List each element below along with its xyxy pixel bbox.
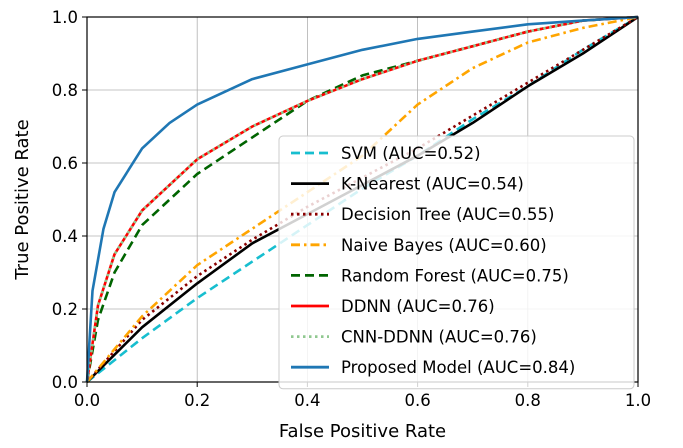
x-tick-label: 0.2: [184, 391, 210, 410]
series-line-2: [86, 15, 639, 383]
legend-label-4: Random Forest (AUC=0.75): [341, 266, 569, 285]
y-tick-label: 0.8: [52, 81, 78, 100]
x-tick-label: 0.8: [515, 391, 541, 410]
y-tick-label: 0.2: [52, 300, 78, 319]
axis-ticks: 0.0 0.2 0.4 0.6 0.8 1.0 0.0 0.2 0.4 0.6 0.8 1.0: [52, 8, 651, 410]
series-line-6: [85, 15, 639, 383]
x-tick-label: 0.6: [404, 391, 430, 410]
legend-label-2: Decision Tree (AUC=0.55): [341, 205, 554, 224]
x-axis-label: False Positive Rate: [279, 421, 446, 442]
legend-label-0: SVM (AUC=0.52): [341, 144, 481, 163]
x-tick-label: 0.4: [294, 391, 320, 410]
x-tick-label: 0.0: [74, 391, 100, 410]
legend-box: [278, 135, 635, 390]
series-line-7: [85, 15, 639, 383]
legend-label-3: Naive Bayes (AUC=0.60): [341, 236, 547, 255]
legend-label-7: Proposed Model (AUC=0.84): [341, 358, 575, 377]
legend-label-5: DDNN (AUC=0.76): [341, 297, 495, 316]
y-axis-label: True Positive Rate: [12, 119, 33, 280]
legend-label-1: K-Nearest (AUC=0.54): [341, 175, 524, 194]
legend: SVM (AUC=0.52) K-Nearest (AUC=0.54) Decisi…: [278, 135, 635, 390]
x-tick-label: 1.0: [625, 391, 651, 410]
y-tick-label: 1.0: [52, 8, 78, 27]
y-tick-label: 0.6: [52, 154, 78, 173]
legend-label-6: CNN-DDNN (AUC=0.76): [341, 328, 537, 347]
y-tick-label: 0.4: [52, 227, 78, 246]
y-tick-label: 0.0: [52, 373, 78, 392]
